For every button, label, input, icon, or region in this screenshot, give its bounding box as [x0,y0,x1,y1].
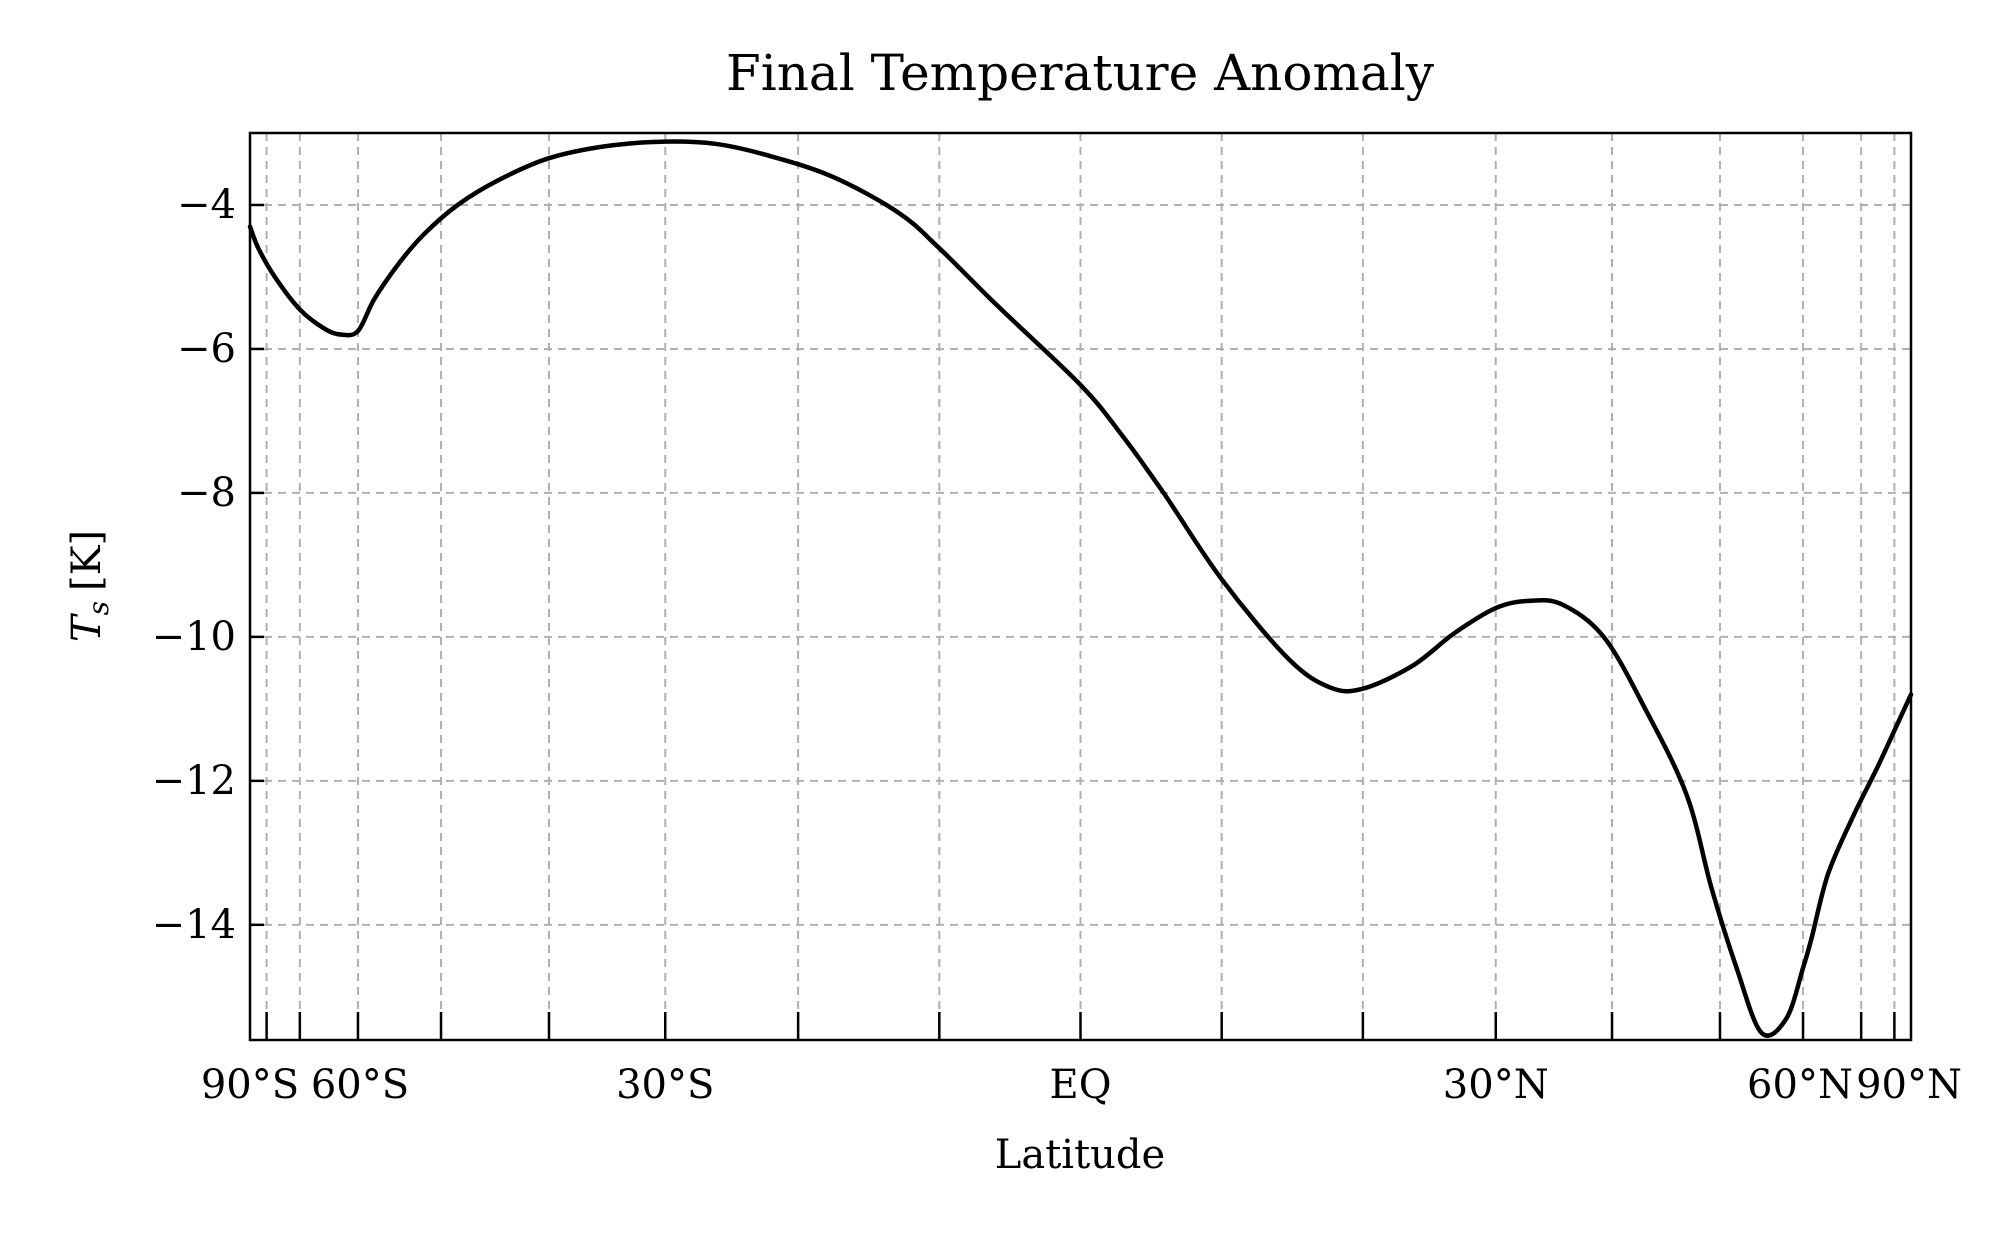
grid-lines [250,133,1911,1040]
axis-ticks [250,203,1896,1040]
x-axis-label: Latitude [995,1132,1165,1178]
series-layer [247,139,1914,1038]
series-line-0 [247,139,1914,1038]
y-tick-label-5: −14 [152,902,236,948]
y-axis-label-unit: [K] [64,530,110,591]
x-tick-label-1: 60°S [311,1062,409,1108]
x-tick-label-3: EQ [1050,1062,1112,1108]
y-axis-label-subscript: s [82,601,115,615]
plot-frame [248,131,1913,1042]
x-tick-label-5: 60°N [1747,1062,1853,1108]
y-tick-labels: −4 −6 −8 −10 −12 −14 [152,182,236,948]
y-tick-label-0: −4 [177,182,236,228]
y-tick-label-1: −6 [177,326,236,372]
x-tick-label-2: 30°S [616,1062,714,1108]
x-tick-label-6: 90°N [1856,1062,1962,1108]
y-tick-label-4: −12 [152,758,236,804]
y-tick-label-3: −10 [152,614,236,660]
y-axis-label-symbol: T [64,612,110,642]
x-tick-label-4: 30°N [1443,1062,1549,1108]
y-axis-label: Ts [K] [64,530,115,642]
y-tick-label-2: −8 [177,470,236,516]
x-tick-label-0: 90°S [201,1062,299,1108]
x-tick-labels: 90°S 60°S 30°S EQ 30°N 60°N 90°N [201,1062,1962,1108]
chart-title: Final Temperature Anomaly [726,44,1435,102]
